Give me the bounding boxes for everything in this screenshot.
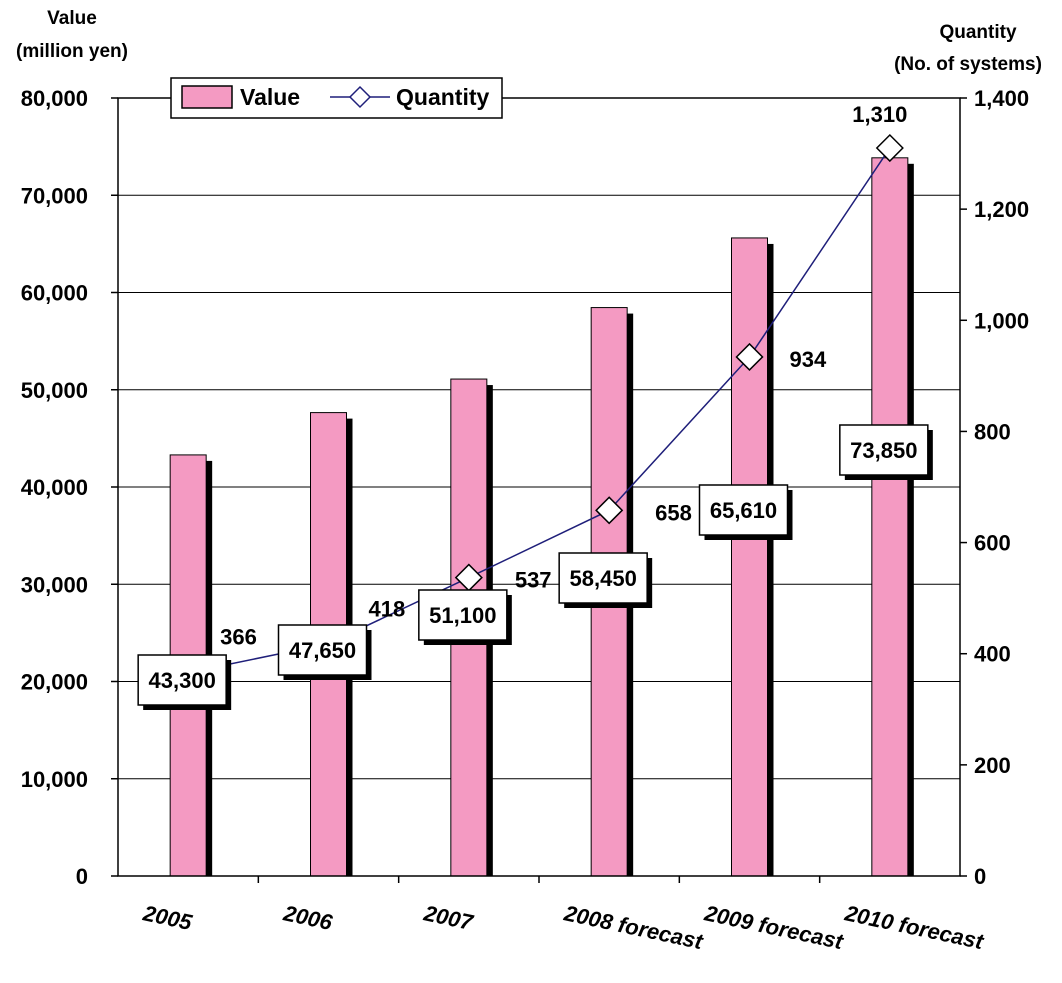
value-label-box (839, 424, 929, 476)
x-axis-tick-label: 2007 (421, 900, 477, 935)
quantity-data-label: 537 (515, 568, 552, 593)
value-bar (731, 237, 768, 877)
x-axis-tick-label: 2010 forecast (842, 900, 987, 954)
left-axis-tick-label: 50,000 (21, 378, 88, 403)
left-axis-tick-label: 60,000 (21, 281, 88, 306)
legend-value-label: Value (240, 84, 300, 110)
right-axis-tick-label: 400 (974, 642, 1011, 667)
left-axis-title-line1: Value (47, 8, 97, 29)
left-axis-tick-label: 30,000 (21, 572, 88, 597)
quantity-marker (595, 496, 624, 525)
right-axis-tick-label: 0 (974, 864, 986, 889)
right-axis-tick-label: 1,000 (974, 308, 1029, 333)
left-axis-tick-label: 80,000 (21, 86, 88, 111)
right-axis-tick-label: 600 (974, 531, 1011, 556)
value-data-labels: 43,300 47,650 51,100 58,450 65,610 73,850 (137, 424, 933, 710)
right-axis-title-line1: Quantity (939, 22, 1016, 43)
quantity-marker (735, 342, 764, 372)
quantity-data-label: 934 (790, 347, 827, 372)
quantity-data-labels: 366 418 537 658 934 1,310 (220, 102, 907, 650)
value-data-label: 47,650 (289, 638, 356, 663)
left-axis-tick-label: 40,000 (21, 475, 88, 500)
quantity-data-label: 418 (369, 597, 406, 622)
quantity-data-label: 366 (220, 625, 257, 650)
left-axis-tick-label: 20,000 (21, 670, 88, 695)
value-bar (871, 157, 909, 877)
x-axis-tick-label: 2006 (280, 900, 335, 935)
right-axis-tick-label: 1,200 (974, 197, 1029, 222)
value-bars (169, 157, 914, 877)
right-axis-tick-label: 800 (974, 419, 1011, 444)
left-axis-title-line2: (million yen) (16, 41, 128, 62)
value-data-label: 73,850 (850, 438, 917, 463)
value-label-box (277, 624, 368, 676)
right-axis-tick-label: 1,400 (974, 86, 1029, 111)
legend: Value Quantity (170, 77, 503, 119)
x-axis-tick-label: 2009 forecast (701, 900, 846, 954)
x-axis-tick-label: 2008 forecast (561, 900, 706, 954)
left-axis-tick-label: 70,000 (21, 183, 88, 208)
value-data-label: 58,450 (570, 566, 637, 591)
quantity-marker (875, 133, 904, 163)
value-data-label: 65,610 (710, 498, 777, 523)
value-label-box (137, 654, 227, 706)
right-axis-title-line2: (No. of systems) (894, 54, 1042, 75)
quantity-line (174, 133, 904, 687)
value-data-label: 43,300 (149, 668, 216, 693)
value-data-label: 51,100 (429, 603, 496, 628)
gridlines (118, 194, 960, 780)
right-axis-tick-label: 200 (974, 753, 1011, 778)
legend-quantity-label: Quantity (396, 84, 489, 110)
legend-value-swatch (181, 85, 233, 109)
legend-quantity-marker (348, 85, 372, 109)
value-label-box (698, 484, 789, 536)
quantity-data-label: 658 (655, 500, 692, 525)
value-label-box (418, 589, 508, 641)
value-label-box (558, 552, 648, 604)
left-axis-tick-label: 0 (76, 864, 88, 889)
left-axis-tick-label: 10,000 (21, 767, 88, 792)
quantity-polyline (188, 147, 891, 674)
x-axis-tick-label: 2005 (140, 900, 195, 935)
quantity-data-label: 1,310 (852, 102, 907, 127)
